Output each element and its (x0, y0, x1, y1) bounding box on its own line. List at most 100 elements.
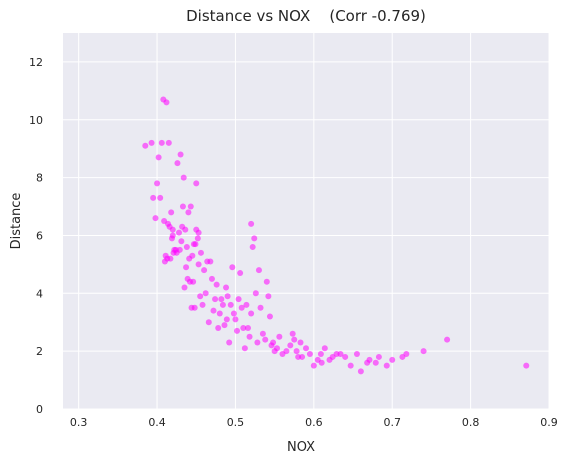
data-point (205, 319, 212, 326)
data-point (244, 325, 251, 332)
data-point (224, 293, 231, 300)
data-point (403, 351, 410, 358)
data-point (155, 154, 162, 161)
data-point (181, 284, 188, 291)
y-tick-label: 12 (29, 56, 43, 69)
data-point (237, 270, 244, 277)
data-point (252, 290, 259, 297)
data-point (287, 342, 294, 349)
data-point (176, 246, 183, 253)
y-tick-label: 10 (29, 114, 43, 127)
plot-area (63, 33, 549, 409)
grid-lines (63, 33, 550, 410)
data-point (265, 293, 272, 300)
data-point (192, 241, 199, 248)
data-point (444, 336, 451, 343)
data-point (219, 301, 226, 308)
data-point (179, 203, 186, 210)
x-tick-label: 0.5 (227, 416, 245, 429)
x-tick-label: 0.6 (305, 416, 323, 429)
data-point (223, 316, 230, 323)
data-point (189, 252, 196, 259)
data-point (357, 368, 364, 375)
data-point (353, 351, 360, 358)
data-point (195, 229, 202, 236)
data-point (318, 359, 325, 366)
data-point (158, 139, 165, 146)
data-point (375, 353, 382, 360)
data-point (270, 339, 277, 346)
data-point (191, 304, 198, 311)
data-point (194, 235, 201, 242)
data-point (199, 301, 206, 308)
data-point (216, 310, 223, 317)
chart-title: Distance vs NOX (Corr -0.769) (186, 7, 426, 25)
data-point (249, 244, 256, 251)
data-point (283, 348, 290, 355)
data-point (223, 284, 230, 291)
x-tick-label: 0.4 (148, 416, 166, 429)
data-point (185, 209, 192, 216)
data-point (218, 296, 225, 303)
data-point (276, 333, 283, 340)
data-point (150, 194, 157, 201)
data-point (168, 209, 175, 216)
data-point (310, 362, 317, 369)
data-point (174, 160, 181, 167)
data-point (273, 345, 280, 352)
y-tick-label: 6 (36, 229, 43, 242)
data-point (262, 336, 269, 343)
data-point (255, 267, 262, 274)
data-point (201, 267, 208, 274)
data-point (266, 313, 273, 320)
data-point (148, 139, 155, 146)
data-point (342, 353, 349, 360)
data-point (207, 258, 214, 265)
data-point (241, 345, 248, 352)
data-point (230, 310, 237, 317)
data-point (187, 203, 194, 210)
x-tick-label: 0.3 (70, 416, 88, 429)
data-point (197, 249, 204, 256)
data-point (176, 229, 183, 236)
data-point (389, 356, 396, 363)
data-point (317, 351, 324, 358)
data-point (248, 220, 255, 227)
data-point (154, 180, 161, 187)
data-point (167, 255, 174, 262)
data-point (183, 244, 190, 251)
data-point (251, 235, 258, 242)
y-tick-label: 8 (36, 172, 43, 185)
data-point (383, 362, 390, 369)
data-point (263, 278, 270, 285)
data-point (152, 215, 159, 222)
data-point (243, 301, 250, 308)
data-point (221, 322, 228, 329)
data-point (306, 351, 313, 358)
data-point (142, 142, 149, 149)
data-point (208, 275, 215, 282)
y-tick-label: 2 (36, 345, 43, 358)
data-point (202, 290, 209, 297)
data-point (291, 336, 298, 343)
data-point (193, 180, 200, 187)
data-point (215, 325, 222, 332)
data-point (229, 264, 236, 271)
data-point (366, 356, 373, 363)
data-point (190, 278, 197, 285)
data-point (297, 339, 304, 346)
y-tick-label: 0 (36, 403, 43, 416)
data-point (213, 281, 220, 288)
data-point (180, 174, 187, 181)
data-point (246, 333, 253, 340)
data-point (259, 330, 266, 337)
y-axis-label: Distance (9, 193, 24, 250)
data-point (257, 304, 264, 311)
data-point (523, 362, 530, 369)
data-point (195, 261, 202, 268)
data-points (142, 96, 530, 375)
data-point (240, 325, 247, 332)
data-point (169, 226, 176, 233)
data-point (210, 307, 217, 314)
